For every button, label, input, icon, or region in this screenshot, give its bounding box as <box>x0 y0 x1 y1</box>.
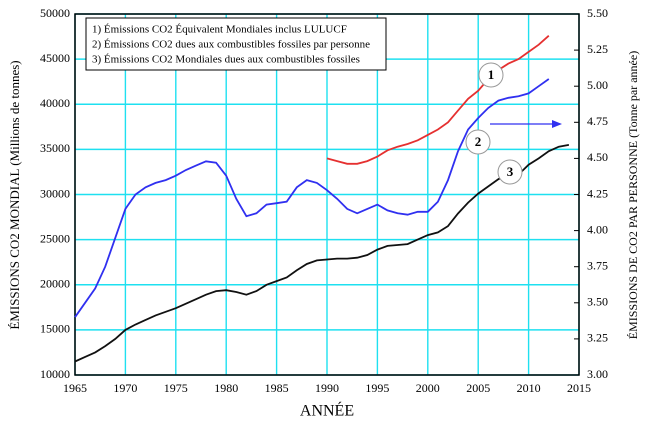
x-tick-label: 1990 <box>315 381 339 395</box>
y2-tick-label: 4.50 <box>587 150 608 164</box>
y-tick-label: 50000 <box>40 6 70 20</box>
arrow-head <box>552 120 562 128</box>
y-tick-label: 25000 <box>40 231 70 245</box>
legend-box <box>85 17 387 71</box>
y2-tick-label: 4.00 <box>587 222 608 236</box>
x-tick-label: 1985 <box>265 381 289 395</box>
x-tick-label: 1995 <box>365 381 389 395</box>
y-tick-label: 45000 <box>40 51 70 65</box>
x-tick-label: 1970 <box>113 381 137 395</box>
y-axis-label: ÉMISSIONS CO2 MONDIAL (Millions de tonne… <box>7 60 22 329</box>
y2-tick-label: 3.25 <box>587 331 608 345</box>
y-tick-label: 10000 <box>40 367 70 381</box>
y-tick-label: 15000 <box>40 322 70 336</box>
x-tick-label: 2010 <box>517 381 541 395</box>
annotation: 1 <box>488 67 495 82</box>
y2-tick-label: 4.75 <box>587 114 608 128</box>
y2-tick-label: 5.25 <box>587 42 608 56</box>
y-tick-label: 35000 <box>40 141 70 155</box>
legend-entry: 1) Émissions CO2 Équivalent Mondiales in… <box>92 24 347 36</box>
series-line <box>74 78 550 318</box>
annotation: 2 <box>475 134 482 149</box>
x-tick-label: 2005 <box>466 381 490 395</box>
plot-frame <box>74 13 580 376</box>
x-tick-label: 2015 <box>567 381 591 395</box>
y2-tick-label: 5.00 <box>587 78 608 92</box>
y2-axis-label: ÉMISSIONS DE CO2 PAR PERSONNE (Tonne par… <box>626 51 640 339</box>
y-tick-label: 20000 <box>40 277 70 291</box>
y2-tick-label: 3.00 <box>587 367 608 381</box>
annotation-circle <box>478 62 504 88</box>
series-line <box>74 144 570 363</box>
x-tick-label: 1965 <box>63 381 87 395</box>
legend-entry: 2) Émissions CO2 dues aux combustibles f… <box>92 39 370 51</box>
annotation-circle <box>497 159 523 185</box>
x-tick-label: 2000 <box>416 381 440 395</box>
x-tick-label: 1975 <box>164 381 188 395</box>
y2-tick-label: 4.25 <box>587 186 608 200</box>
legend-entry: 3) Émissions CO2 Mondiales dues aux comb… <box>92 54 360 66</box>
series-line <box>326 35 550 165</box>
annotation-circle <box>465 129 491 155</box>
x-axis-label: ANNÉE <box>300 401 354 420</box>
y-tick-label: 30000 <box>40 186 70 200</box>
x-tick-label: 1980 <box>214 381 238 395</box>
y2-tick-label: 3.50 <box>587 295 608 309</box>
annotation: 3 <box>507 164 514 179</box>
y2-tick-label: 3.75 <box>587 258 608 272</box>
y2-tick-label: 5.50 <box>587 6 608 20</box>
y-tick-label: 40000 <box>40 96 70 110</box>
